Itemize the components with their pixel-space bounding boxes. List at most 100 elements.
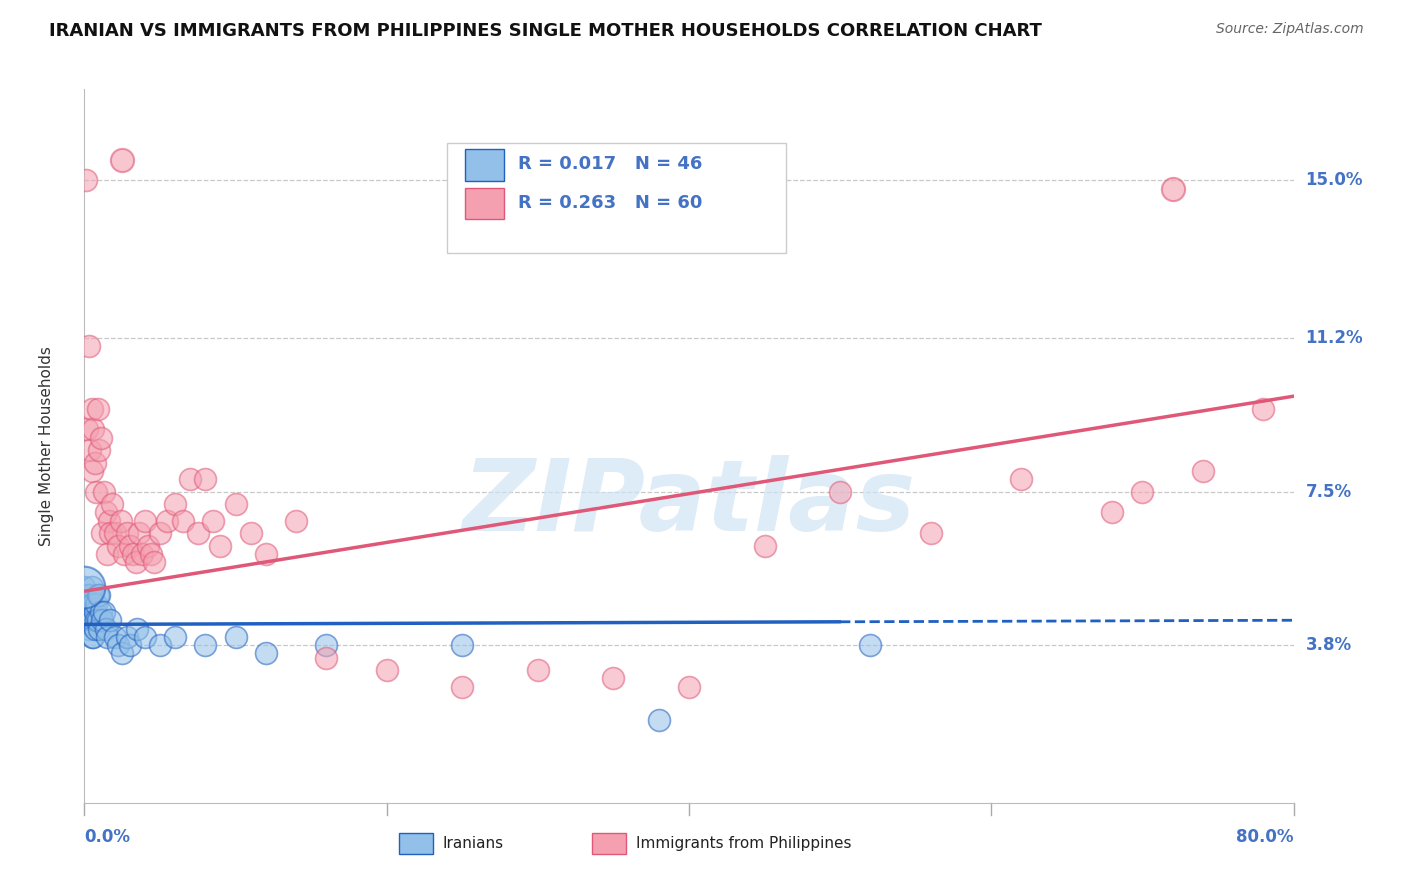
Point	[134, 514, 156, 528]
Point	[134, 630, 156, 644]
FancyBboxPatch shape	[447, 143, 786, 253]
Point	[115, 526, 138, 541]
Text: ZIPatlas: ZIPatlas	[463, 455, 915, 551]
Point	[225, 497, 247, 511]
Point	[115, 630, 138, 644]
Point	[77, 605, 100, 619]
Point	[142, 555, 165, 569]
Text: Immigrants from Philippines: Immigrants from Philippines	[636, 836, 851, 851]
Point	[527, 663, 550, 677]
Point	[315, 650, 337, 665]
Point	[194, 638, 217, 652]
Point	[87, 613, 110, 627]
Point	[131, 547, 153, 561]
Point	[754, 539, 776, 553]
Point	[209, 539, 232, 553]
Point	[82, 422, 104, 436]
Point	[82, 597, 104, 611]
Point	[98, 613, 121, 627]
Text: IRANIAN VS IMMIGRANTS FROM PHILIPPINES SINGLE MOTHER HOUSEHOLDS CORRELATION CHAR: IRANIAN VS IMMIGRANTS FROM PHILIPPINES S…	[49, 22, 1042, 40]
Point	[254, 547, 277, 561]
Point	[89, 443, 111, 458]
Point	[118, 539, 141, 553]
Point	[1253, 401, 1275, 416]
Point	[87, 588, 110, 602]
Point	[1011, 472, 1033, 486]
Point	[90, 605, 112, 619]
Point	[451, 680, 474, 694]
Point	[76, 422, 98, 436]
Point	[1161, 182, 1184, 196]
Point	[73, 580, 96, 594]
Point	[86, 597, 108, 611]
Point	[648, 713, 671, 727]
Point	[77, 597, 100, 611]
Point	[84, 605, 107, 619]
Point	[75, 173, 97, 187]
Point	[156, 514, 179, 528]
Point	[179, 472, 201, 486]
Point	[73, 580, 96, 594]
Point	[79, 443, 101, 458]
Text: Single Mother Households: Single Mother Households	[39, 346, 53, 546]
FancyBboxPatch shape	[465, 149, 503, 180]
Point	[89, 588, 111, 602]
Point	[84, 456, 107, 470]
Point	[82, 613, 104, 627]
Point	[111, 647, 134, 661]
Point	[127, 622, 149, 636]
Point	[75, 613, 97, 627]
Point	[97, 514, 120, 528]
Point	[84, 622, 107, 636]
Point	[80, 605, 103, 619]
Point	[375, 663, 398, 677]
Point	[149, 526, 172, 541]
Point	[80, 464, 103, 478]
Point	[187, 526, 209, 541]
Point	[859, 638, 882, 652]
Text: R = 0.017   N = 46: R = 0.017 N = 46	[519, 155, 703, 173]
Point	[89, 622, 111, 636]
Point	[107, 539, 129, 553]
Text: 80.0%: 80.0%	[1236, 828, 1294, 846]
Point	[79, 588, 101, 602]
Point	[91, 613, 114, 627]
Point	[239, 526, 262, 541]
Point	[1101, 505, 1123, 519]
Point	[90, 431, 112, 445]
Point	[139, 547, 162, 561]
Point	[172, 514, 194, 528]
Point	[165, 497, 187, 511]
Point	[107, 638, 129, 652]
Point	[285, 514, 308, 528]
Point	[76, 617, 98, 632]
Point	[77, 339, 100, 353]
Point	[1192, 464, 1215, 478]
Point	[80, 401, 103, 416]
Point	[830, 484, 852, 499]
Point	[602, 671, 624, 685]
Text: 15.0%: 15.0%	[1306, 171, 1362, 189]
Point	[75, 597, 97, 611]
Point	[136, 539, 159, 553]
Point	[104, 526, 127, 541]
Point	[94, 505, 117, 519]
Point	[149, 638, 172, 652]
Text: 7.5%: 7.5%	[1306, 483, 1351, 500]
Point	[128, 526, 150, 541]
Point	[110, 514, 132, 528]
Text: 0.0%: 0.0%	[84, 828, 131, 846]
Point	[1130, 484, 1153, 499]
Point	[920, 526, 942, 541]
Point	[121, 547, 143, 561]
FancyBboxPatch shape	[592, 833, 626, 855]
Point	[111, 153, 134, 167]
Text: Source: ZipAtlas.com: Source: ZipAtlas.com	[1216, 22, 1364, 37]
Point	[76, 588, 98, 602]
Point	[86, 613, 108, 627]
Point	[254, 647, 277, 661]
Point	[201, 514, 224, 528]
Point	[100, 497, 122, 511]
Point	[87, 401, 110, 416]
Text: Iranians: Iranians	[443, 836, 503, 851]
